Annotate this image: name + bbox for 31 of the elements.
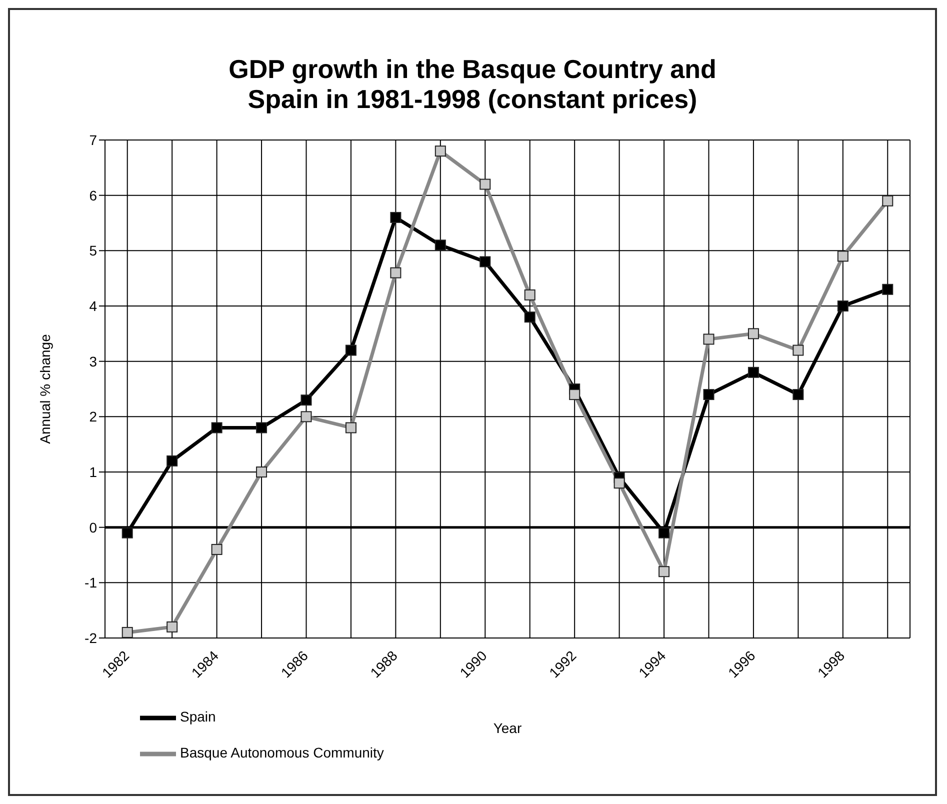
y-tick-label: 4 — [89, 298, 98, 314]
point — [122, 527, 133, 538]
y-tick-label: 3 — [89, 353, 98, 370]
x-axis-title: Year — [493, 720, 522, 736]
y-tick-label: 6 — [89, 187, 98, 204]
point — [434, 240, 446, 251]
point — [166, 455, 178, 466]
point — [480, 256, 491, 268]
point — [524, 312, 536, 323]
y-tick-label: -2 — [84, 630, 98, 646]
y-tick-label: 1 — [89, 464, 98, 480]
y-tick-label: 7 — [89, 132, 98, 148]
y-tick-label: 5 — [89, 242, 98, 259]
point — [658, 527, 670, 538]
point — [882, 284, 894, 295]
chart-title: GDP growth in the Basque Country and Spain in 1981-1998 (constant prices) — [228, 54, 718, 114]
point — [748, 366, 759, 378]
point — [792, 389, 804, 400]
y-tick-label: 2 — [89, 408, 98, 425]
point — [211, 422, 222, 434]
y-tick-label: 0 — [89, 519, 98, 536]
y-tick-label: -1 — [84, 574, 98, 591]
y-axis-title: Annual % change — [36, 334, 53, 444]
point — [390, 212, 402, 223]
legend-label: Spain — [180, 708, 216, 725]
point — [256, 422, 268, 434]
point — [703, 389, 714, 400]
point — [345, 344, 356, 356]
point — [837, 300, 848, 312]
legend-label: Basque Autonomous Community — [180, 744, 384, 761]
point — [300, 394, 312, 406]
